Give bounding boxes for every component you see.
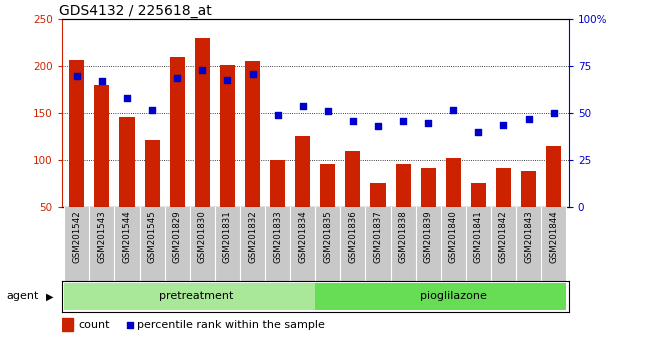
Bar bbox=[265, 207, 290, 281]
Bar bbox=[541, 207, 566, 281]
Point bbox=[423, 120, 434, 126]
Text: GSM201833: GSM201833 bbox=[273, 210, 282, 263]
Bar bbox=[516, 207, 541, 281]
Text: pioglilazone: pioglilazone bbox=[420, 291, 487, 302]
Point bbox=[298, 103, 308, 109]
Text: GSM201834: GSM201834 bbox=[298, 210, 307, 263]
Bar bbox=[140, 207, 164, 281]
Point bbox=[523, 116, 534, 122]
Text: percentile rank within the sample: percentile rank within the sample bbox=[136, 320, 324, 330]
Point bbox=[197, 67, 207, 73]
Bar bbox=[441, 207, 466, 281]
Point bbox=[373, 124, 384, 129]
Text: GSM201837: GSM201837 bbox=[374, 210, 382, 263]
Bar bbox=[120, 117, 135, 254]
Bar bbox=[144, 139, 160, 254]
Bar bbox=[315, 283, 566, 310]
Point bbox=[172, 75, 183, 80]
Bar bbox=[164, 207, 190, 281]
Bar bbox=[466, 207, 491, 281]
Text: GSM201838: GSM201838 bbox=[398, 210, 408, 263]
Point bbox=[97, 79, 107, 84]
Bar bbox=[245, 61, 260, 254]
Text: GSM201544: GSM201544 bbox=[122, 210, 131, 263]
Point bbox=[549, 110, 559, 116]
Bar bbox=[70, 60, 84, 254]
Point bbox=[122, 96, 132, 101]
Bar bbox=[446, 158, 461, 254]
Text: GSM201542: GSM201542 bbox=[72, 210, 81, 263]
Bar bbox=[471, 183, 486, 254]
Point bbox=[125, 322, 135, 328]
Bar bbox=[365, 207, 391, 281]
Bar bbox=[64, 207, 89, 281]
Bar bbox=[64, 283, 315, 310]
Point bbox=[499, 122, 509, 127]
Bar bbox=[315, 207, 341, 281]
Text: pretreatment: pretreatment bbox=[159, 291, 233, 302]
Bar bbox=[195, 38, 210, 254]
Bar bbox=[62, 318, 73, 331]
Text: GSM201830: GSM201830 bbox=[198, 210, 207, 263]
Bar bbox=[240, 207, 265, 281]
Text: GSM201543: GSM201543 bbox=[98, 210, 107, 263]
Bar bbox=[290, 207, 315, 281]
Text: agent: agent bbox=[6, 291, 39, 302]
Text: GSM201836: GSM201836 bbox=[348, 210, 358, 263]
Text: count: count bbox=[78, 320, 109, 330]
Bar bbox=[345, 151, 361, 254]
Point bbox=[473, 129, 484, 135]
Text: GSM201844: GSM201844 bbox=[549, 210, 558, 263]
Bar bbox=[170, 57, 185, 254]
Bar bbox=[114, 207, 140, 281]
Bar bbox=[491, 207, 516, 281]
Text: GSM201829: GSM201829 bbox=[173, 210, 182, 263]
Point bbox=[247, 71, 257, 77]
Text: GSM201831: GSM201831 bbox=[223, 210, 232, 263]
Point bbox=[272, 112, 283, 118]
Bar bbox=[295, 136, 310, 254]
Bar bbox=[190, 207, 215, 281]
Text: GSM201835: GSM201835 bbox=[323, 210, 332, 263]
Point bbox=[398, 118, 408, 124]
Point bbox=[147, 107, 157, 112]
Point bbox=[222, 77, 233, 82]
Text: GSM201841: GSM201841 bbox=[474, 210, 483, 263]
Bar bbox=[320, 164, 335, 254]
Point bbox=[448, 107, 458, 112]
Text: GSM201843: GSM201843 bbox=[524, 210, 533, 263]
Bar bbox=[89, 207, 114, 281]
Text: GSM201839: GSM201839 bbox=[424, 210, 433, 263]
Bar bbox=[270, 160, 285, 254]
Bar bbox=[396, 164, 411, 254]
Bar bbox=[341, 207, 365, 281]
Text: GSM201842: GSM201842 bbox=[499, 210, 508, 263]
Bar bbox=[521, 171, 536, 254]
Point bbox=[348, 118, 358, 124]
Text: GDS4132 / 225618_at: GDS4132 / 225618_at bbox=[59, 5, 212, 18]
Bar bbox=[415, 207, 441, 281]
Point bbox=[322, 109, 333, 114]
Bar bbox=[391, 207, 415, 281]
Text: GSM201840: GSM201840 bbox=[448, 210, 458, 263]
Bar bbox=[421, 168, 436, 254]
Text: GSM201832: GSM201832 bbox=[248, 210, 257, 263]
Bar bbox=[370, 183, 385, 254]
Point bbox=[72, 73, 82, 79]
Bar bbox=[94, 85, 109, 254]
Text: GSM201545: GSM201545 bbox=[148, 210, 157, 263]
Bar bbox=[220, 65, 235, 254]
Bar bbox=[546, 146, 561, 254]
Text: ▶: ▶ bbox=[46, 291, 53, 302]
Bar bbox=[215, 207, 240, 281]
Bar bbox=[496, 168, 511, 254]
